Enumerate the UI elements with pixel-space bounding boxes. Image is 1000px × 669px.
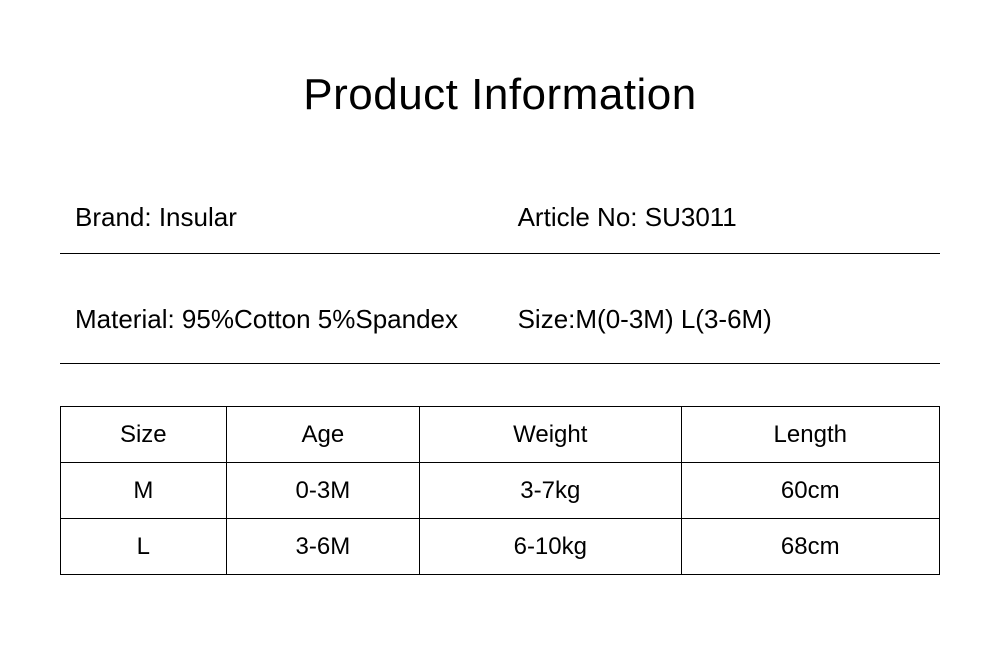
brand-label: Brand: Insular [60,202,518,233]
table-row: M 0-3M 3-7kg 60cm [61,463,940,519]
cell-size: M [61,463,227,519]
info-block: Brand: Insular Article No: SU3011 Materi… [60,180,940,364]
cell-size: L [61,519,227,575]
cell-weight: 3-7kg [420,463,681,519]
size-table: Size Age Weight Length M 0-3M 3-7kg 60cm… [60,406,940,575]
cell-age: 3-6M [226,519,419,575]
table-row: L 3-6M 6-10kg 68cm [61,519,940,575]
col-age: Age [226,407,419,463]
cell-age: 0-3M [226,463,419,519]
info-row-2: Material: 95%Cotton 5%Spandex Size:M(0-3… [60,254,940,364]
article-no-label: Article No: SU3011 [518,202,940,233]
cell-weight: 6-10kg [420,519,681,575]
col-size: Size [61,407,227,463]
cell-length: 60cm [681,463,939,519]
page-title: Product Information [0,0,1000,120]
size-summary-label: Size:M(0-3M) L(3-6M) [518,304,940,335]
col-length: Length [681,407,939,463]
cell-length: 68cm [681,519,939,575]
table-header-row: Size Age Weight Length [61,407,940,463]
info-row-1: Brand: Insular Article No: SU3011 [60,180,940,254]
col-weight: Weight [420,407,681,463]
material-label: Material: 95%Cotton 5%Spandex [60,304,518,335]
